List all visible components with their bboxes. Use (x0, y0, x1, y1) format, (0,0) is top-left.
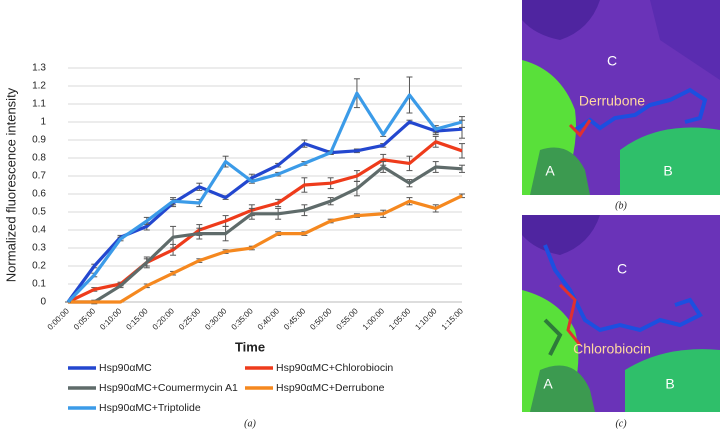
y-tick-label: 1.1 (32, 99, 46, 110)
x-tick-label: 0:30:00 (203, 306, 229, 332)
y-tick-label: 1.3 (32, 63, 46, 74)
x-tick-label: 0:15:00 (124, 306, 150, 332)
x-tick-label: 1:00:00 (361, 306, 387, 332)
x-tick-label: 0:55:00 (335, 306, 361, 332)
caption: (a) (244, 418, 256, 429)
ligand-label: Derrubone (579, 93, 645, 109)
ligand-label: Chlorobiocin (573, 341, 651, 357)
caption: (c) (615, 418, 627, 429)
region-label: C (617, 261, 627, 277)
y-tick-label: 0.1 (32, 279, 46, 290)
legend-label: Hsp90αMC+Derrubone (276, 382, 385, 394)
series-line (68, 194, 463, 304)
y-tick-label: 0 (40, 297, 46, 308)
x-tick-label: 0:00:00 (46, 306, 72, 332)
region-label: C (607, 53, 617, 69)
x-axis-label: Time (235, 339, 265, 354)
y-tick-label: 0.5 (32, 207, 46, 218)
series-line (68, 165, 463, 304)
y-axis-label: Normalized fluorescence intensity (3, 87, 18, 282)
y-tick-label: 1.2 (32, 81, 46, 92)
x-tick-label: 0:40:00 (256, 306, 282, 332)
y-tick-label: 0.6 (32, 189, 46, 200)
y-tick-label: 0.8 (32, 153, 46, 164)
x-tick-label: 1:05:00 (387, 306, 413, 332)
region-label: A (545, 163, 555, 179)
region-label: B (663, 163, 672, 179)
x-tick-label: 0:50:00 (308, 306, 334, 332)
y-tick-label: 1 (40, 117, 46, 128)
x-tick-label: 0:10:00 (98, 306, 124, 332)
x-tick-label: 0:05:00 (72, 306, 98, 332)
series-line (66, 91, 463, 304)
x-tick-label: 1:15:00 (440, 306, 466, 332)
caption: (b) (615, 200, 627, 211)
x-tick-label: 0:20:00 (151, 306, 177, 332)
x-tick-label: 1:10:00 (413, 306, 439, 332)
x-tick-label: 0:45:00 (282, 306, 308, 332)
legend-label: Hsp90αMC+Chlorobiocin (276, 362, 393, 374)
y-tick-label: 0.4 (32, 225, 46, 236)
legend-label: Hsp90αMC+Coumermycin A1 (99, 382, 238, 394)
y-tick-label: 0.9 (32, 135, 46, 146)
y-tick-label: 0.7 (32, 171, 46, 182)
legend-label: Hsp90αMC (99, 362, 152, 374)
panel-b: C A B Derrubone (522, 0, 720, 195)
region-label: B (665, 376, 674, 392)
x-tick-label: 0:35:00 (230, 306, 256, 332)
region-label: A (543, 376, 553, 392)
y-tick-label: 0.3 (32, 243, 46, 254)
panel-c: C A B Chlorobiocin (522, 215, 720, 412)
x-tick-label: 0:25:00 (177, 306, 203, 332)
y-tick-label: 0.2 (32, 261, 46, 272)
legend-label: Hsp90αMC+Triptolide (99, 402, 201, 414)
